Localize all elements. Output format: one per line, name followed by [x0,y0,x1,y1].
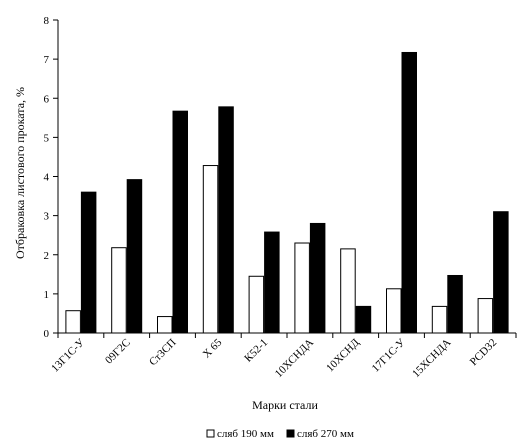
bar-slab-190 [157,316,173,334]
y-ticks-group: 0 1 2 3 4 5 6 7 8 [44,15,58,340]
y-axis-title: Отбраковка листового проката, % [13,87,27,259]
y-tick-label: 3 [44,211,50,223]
x-tick-label: 15ХСНДА [410,337,453,380]
y-tick-label: 0 [44,328,50,340]
y-tick-label: 1 [44,289,50,301]
x-tick-label: 13Г1С-У [49,336,87,374]
x-tick-label: 17Г1С-У [370,336,408,374]
bar-slab-270 [126,179,143,334]
y-tick-label: 8 [44,15,50,27]
x-tick-label: Ст3СП [147,337,179,369]
bar-slab-270 [447,274,463,334]
y-tick-label: 6 [44,93,50,105]
x-tick-label: Х 65 [201,336,225,360]
x-ticks-group: 13Г1С-У 09Г2С Ст3СП Х 65 К52-1 10ХСНДА 10ХСНД 1… [49,333,517,380]
x-tick-label: 10ХСНД [324,336,362,374]
bar-slab-190 [248,275,265,334]
y-tick-label: 7 [44,54,50,66]
bar-slab-190 [111,247,127,334]
bar-slab-190 [477,298,494,334]
y-tick-label: 5 [44,132,50,144]
bar-slab-270 [493,211,509,334]
bar-slab-190 [202,165,219,334]
bars-group [65,51,509,334]
bar-slab-270 [355,305,372,334]
bar-slab-190 [340,248,356,334]
bar-slab-270 [309,222,326,334]
x-axis-title: Марки стали [252,398,318,412]
bar-slab-270 [264,231,280,334]
legend-swatch-slab-190 [206,429,215,438]
x-tick-label: 09Г2С [103,337,133,367]
legend-swatch-slab-270 [286,429,295,438]
bar-slab-190 [431,305,448,334]
bar-slab-190 [65,310,81,334]
bar-slab-270 [401,51,417,334]
bar-slab-190 [386,288,402,334]
bar-slab-190 [294,242,310,334]
bar-slab-270 [218,106,234,334]
legend-label-slab-270: сляб 270 мм [297,428,354,440]
legend: сляб 190 мм сляб 270 мм [206,428,354,440]
y-tick-label: 4 [44,172,50,184]
y-tick-label: 2 [44,250,50,262]
bar-slab-270 [80,191,97,334]
x-tick-label: РСD32 [468,337,499,368]
x-tick-label: К52-1 [242,337,270,365]
x-tick-label: 10ХСНДА [273,337,316,380]
bar-slab-270 [172,110,188,334]
legend-label-slab-190: сляб 190 мм [217,428,274,440]
